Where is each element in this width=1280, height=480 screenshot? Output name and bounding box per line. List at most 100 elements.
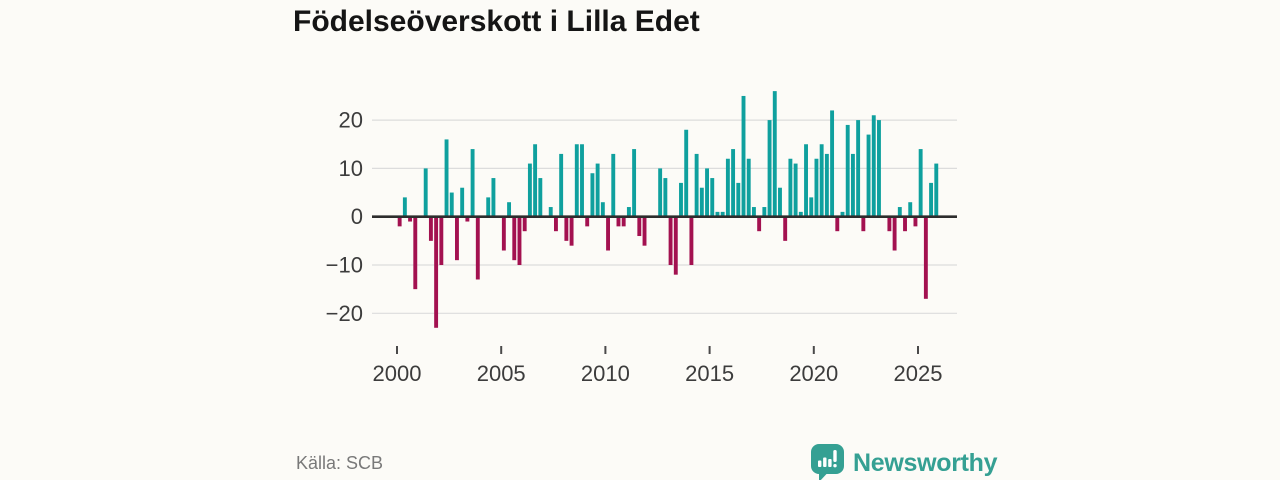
bar-positive [574,144,579,217]
bar-negative [517,216,522,265]
bar-positive [814,158,819,217]
bar-negative [757,216,762,232]
bar-negative [522,216,527,232]
logo-exclamation-dot [833,464,837,468]
bar-negative [569,216,574,246]
bar-positive [908,202,913,217]
bar-positive [741,95,746,217]
bar-positive [470,149,475,217]
x-axis-label: 2000 [373,361,422,386]
bar-positive [632,149,637,217]
bar-positive [679,182,683,217]
bar-positive [840,211,845,217]
logo-bar-medium [823,457,827,467]
bar-positive [934,163,939,217]
x-axis-label: 2025 [894,361,943,386]
bar-positive [491,178,496,217]
bar-negative [861,216,866,232]
bar-positive [720,211,725,217]
bar-negative [689,216,694,265]
y-axis-label: 0 [351,204,363,229]
bar-positive [866,134,871,217]
bar-positive [626,207,631,217]
bar-positive [731,149,736,217]
bar-negative [642,216,647,246]
bar-negative [434,216,439,328]
bar-negative [501,216,506,251]
bar-negative [621,216,626,227]
logo-bar-small [818,460,822,467]
bar-positive [684,129,689,217]
bar-positive [402,197,407,217]
bar-negative [439,216,444,265]
bar-positive [460,187,465,217]
bar-positive [527,163,532,217]
bar-positive [600,202,605,217]
newsworthy-logo-icon [811,444,844,480]
bar-negative [413,216,418,290]
bar-positive [486,197,491,217]
bar-positive [778,187,782,217]
bar-positive [548,207,553,217]
bar-positive [877,120,881,217]
bar-positive [793,163,798,217]
bar-negative [887,216,892,232]
bar-positive [725,158,730,217]
bar-negative [475,216,480,280]
bar-negative [923,216,928,299]
bar-positive [819,144,824,217]
bar-negative [606,216,610,251]
bar-positive [850,153,855,217]
bar-positive [746,158,751,217]
bar-positive [736,182,741,217]
bar-positive [590,173,595,217]
x-axis-label: 2005 [477,361,526,386]
bar-negative [408,216,413,222]
bar-positive [809,197,814,217]
chart-title: Födelseöverskott i Lilla Edet [293,5,700,38]
bar-positive [444,139,449,217]
bar-positive [423,168,428,217]
newsworthy-logo-text: Newsworthy [853,448,998,477]
bar-positive [824,153,829,217]
bar-negative [455,216,459,261]
bar-positive [559,153,564,217]
bar-positive [699,187,704,217]
bar-negative [397,216,402,227]
source-label: Källa: SCB [296,453,384,473]
bar-negative [668,216,673,265]
y-axis-label: 20 [339,108,363,133]
y-axis-label: 10 [339,156,363,181]
bar-positive [715,211,720,217]
bar-positive [507,202,512,217]
bar-positive [580,144,584,217]
logo-exclamation-stem [833,450,837,462]
bar-negative [637,216,642,237]
bar-negative [783,216,788,241]
bar-positive [845,124,850,217]
bar-negative [585,216,590,227]
bar-negative [673,216,678,275]
bar-positive [929,182,934,217]
bar-positive [705,168,709,217]
bar-positive [538,178,543,217]
bar-positive [663,178,668,217]
bar-negative [903,216,907,232]
bar-positive [762,207,767,217]
bar-positive [658,168,663,217]
bar-positive [767,120,772,217]
bar-negative [465,216,470,222]
bar-positive [710,178,715,217]
x-axis-label: 2010 [581,361,630,386]
bar-negative [616,216,621,227]
bar-positive [804,144,808,217]
bar-positive [918,149,923,217]
bar-positive [751,207,756,217]
bar-positive [449,192,454,217]
bar-negative [892,216,897,251]
bar-positive [694,153,699,217]
bar-negative [913,216,918,227]
bar-negative [512,216,517,261]
